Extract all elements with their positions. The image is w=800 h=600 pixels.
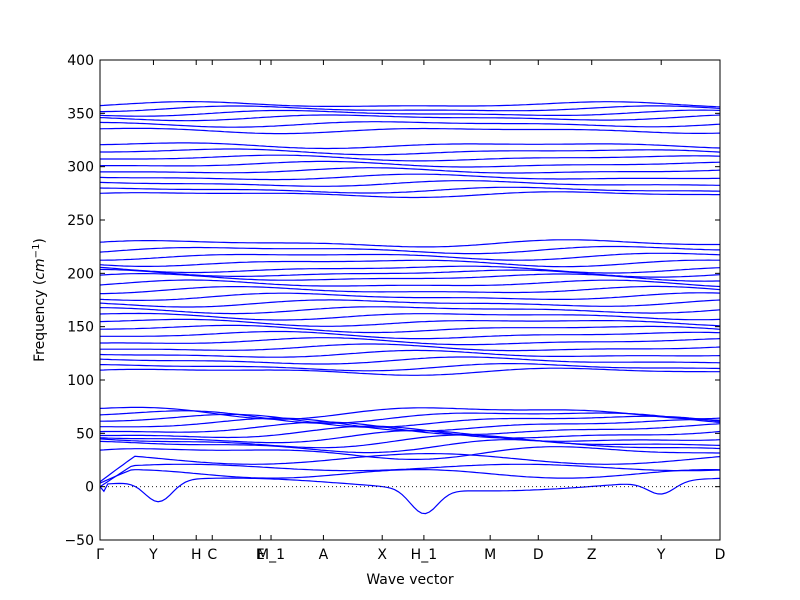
- y-axis-label-exponent: −1: [31, 244, 42, 259]
- x-tick-label: Z: [587, 547, 597, 563]
- y-tick-label: 50: [76, 426, 94, 442]
- band-line: [100, 109, 720, 117]
- x-axis-label: Wave vector: [366, 572, 454, 588]
- band-line: [100, 410, 720, 424]
- band-line: [100, 318, 720, 327]
- y-axis-label-text: Frequency (: [32, 280, 48, 362]
- band-line: [100, 160, 720, 168]
- y-axis: −50 0 50 100 150 200 250 300 350 400: [64, 53, 720, 549]
- acoustic-band-line: [100, 469, 720, 484]
- band-line: [100, 114, 720, 122]
- y-tick-label: 100: [67, 373, 94, 389]
- band-line: [100, 292, 720, 301]
- y-tick-label: 350: [67, 106, 94, 122]
- band-line: [100, 343, 720, 352]
- band-line: [100, 306, 720, 315]
- band-line: [100, 446, 720, 460]
- band-line: [100, 312, 720, 321]
- y-axis-label: Frequency (cm−1): [31, 238, 49, 362]
- band-line: [100, 167, 720, 174]
- x-tick-label: H_1: [411, 547, 437, 563]
- x-tick-label: D: [715, 547, 726, 563]
- band-line: [100, 337, 720, 346]
- band-line: [100, 101, 720, 108]
- band-lines: [100, 101, 720, 515]
- band-line: [100, 186, 720, 194]
- band-line: [100, 245, 720, 255]
- band-line: [100, 268, 720, 278]
- y-tick-label: −50: [64, 533, 94, 549]
- acoustic-band-line: [100, 453, 720, 483]
- band-line: [100, 285, 720, 295]
- y-tick-label: 200: [67, 266, 94, 282]
- band-line: [100, 434, 720, 449]
- band-line: [100, 239, 720, 248]
- x-tick-label: X: [377, 547, 387, 563]
- y-tick-label: 250: [67, 213, 94, 229]
- x-tick-label: E: [256, 547, 265, 563]
- x-axis: Γ Y H C EM_1 A X H_1 M D Z Y D: [96, 60, 725, 563]
- band-line: [100, 324, 720, 334]
- band-line: [100, 363, 720, 372]
- x-tick-label: Y: [656, 547, 666, 563]
- soft-mode-band-line: [100, 477, 720, 515]
- band-line: [100, 425, 720, 439]
- band-line: [100, 356, 720, 365]
- acoustic-band-line: [100, 463, 720, 488]
- x-tick-label: M: [484, 547, 496, 563]
- band-line: [100, 265, 720, 274]
- y-tick-label: 300: [67, 160, 94, 176]
- x-tick-label: Y: [148, 547, 158, 563]
- band-line: [100, 406, 720, 420]
- band-line: [100, 439, 720, 454]
- band-line: [100, 142, 720, 150]
- band-line: [100, 180, 720, 187]
- band-line: [100, 417, 720, 432]
- band-line: [100, 154, 720, 162]
- band-line: [100, 121, 720, 128]
- band-line: [100, 413, 720, 428]
- band-line: [100, 105, 720, 113]
- x-tick-label: A: [319, 547, 329, 563]
- y-axis-label-close: ): [32, 238, 48, 243]
- x-tick-label: M_1: [257, 547, 285, 563]
- band-line: [100, 252, 720, 261]
- band-line: [100, 349, 720, 358]
- y-axis-label-unit: cm: [32, 258, 48, 279]
- x-tick-label: D: [533, 547, 544, 563]
- band-line: [100, 173, 720, 181]
- band-line: [100, 367, 720, 376]
- x-tick-label: Γ: [96, 547, 104, 563]
- band-line: [100, 330, 720, 340]
- plot-frame: [99, 59, 721, 541]
- band-line: [100, 279, 720, 288]
- band-line: [100, 127, 720, 135]
- band-line: [100, 259, 720, 268]
- band-line: [100, 299, 720, 308]
- band-line: [100, 191, 720, 199]
- band-line: [100, 148, 720, 156]
- x-tick-label: C: [207, 547, 217, 563]
- y-tick-label: 150: [67, 320, 94, 336]
- y-tick-label: 0: [85, 480, 94, 496]
- x-tick-label: H: [191, 547, 202, 563]
- y-tick-label: 400: [67, 53, 94, 69]
